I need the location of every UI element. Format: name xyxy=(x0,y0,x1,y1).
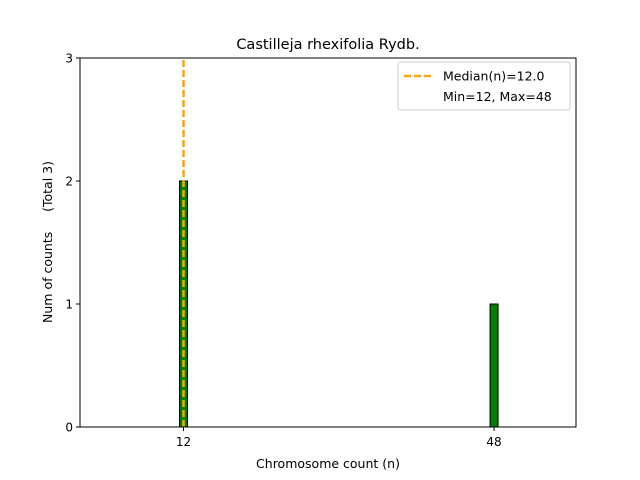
x-axis-label: Chromosome count (n) xyxy=(256,456,400,471)
y-axis-label: Num of counts (Total 3) xyxy=(40,161,55,323)
legend-median-label: Median(n)=12.0 xyxy=(443,69,544,84)
x-tick-label: 12 xyxy=(176,435,191,449)
y-tick-label: 0 xyxy=(65,421,73,435)
x-axis-ticks: 12 48 xyxy=(176,427,502,449)
legend-box xyxy=(397,61,571,111)
bar xyxy=(489,303,499,428)
legend-range-label: Min=12, Max=48 xyxy=(443,89,552,104)
legend: Median(n)=12.0 Min=12, Max=48 xyxy=(397,61,571,111)
y-tick-label: 3 xyxy=(65,52,73,66)
y-tick-label: 1 xyxy=(65,298,73,312)
plot-frame xyxy=(79,57,577,428)
chart-title: Castilleja rhexifolia Rydb. xyxy=(236,37,419,53)
y-axis-ticks: 0 1 2 3 xyxy=(65,52,80,435)
y-tick-label: 2 xyxy=(65,175,73,189)
x-tick-label: 48 xyxy=(486,435,501,449)
